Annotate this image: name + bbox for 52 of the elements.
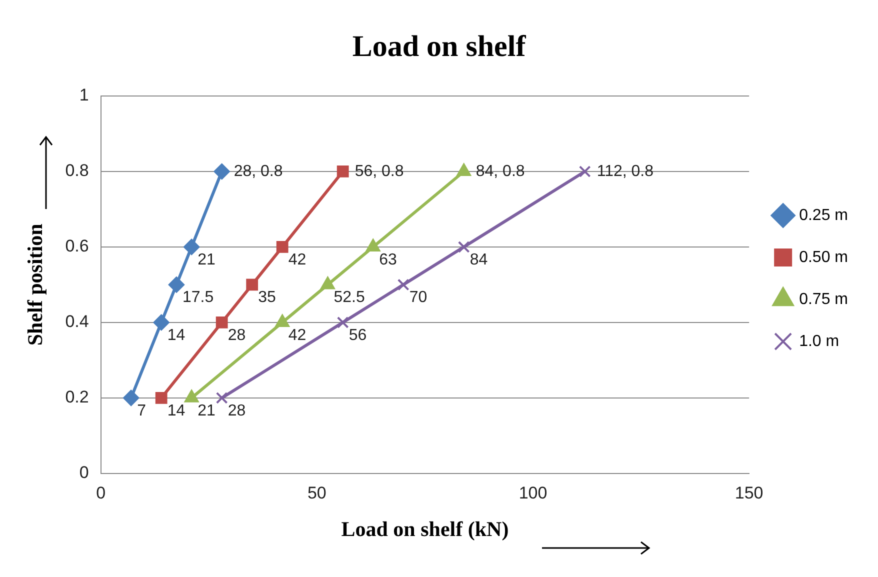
point [246,278,258,291]
annotation: 14 [167,326,186,344]
point [216,316,228,328]
y-tick-label: 1 [79,86,89,105]
chart-title: Load on shelf [352,30,527,63]
annotation: 21 [198,402,216,420]
point [216,392,228,404]
x-tick-label: 0 [96,483,106,502]
y-tick-label: 0.4 [65,312,89,332]
x-axis-title: Load on shelf (kN) [341,516,509,541]
y-axis-title: Shelf position [23,223,48,346]
annotation: 52.5 [334,289,365,306]
point [214,163,230,180]
annotation: 42 [288,251,306,268]
y-tick-label: 0.6 [65,236,89,256]
point [336,316,349,328]
annotation: 112, 0.8 [596,162,654,180]
annotation: 35 [258,289,276,306]
annotation: 17.5 [182,289,214,306]
point [276,241,288,253]
annotation: 84 [470,251,488,268]
annotation: 56 [348,326,367,344]
point [578,166,591,178]
point [397,278,410,291]
point [168,276,184,293]
legend-label: 0.25 m [799,206,848,224]
legend-label: 1.0 m [799,332,840,350]
annotation: 84, 0.8 [476,162,525,180]
annotation: 21 [198,251,216,268]
legend-label: 0.50 m [799,248,848,266]
y-tick-label: 0.2 [65,388,89,407]
x-tick-label: 100 [518,483,548,502]
point [123,390,140,406]
point [153,314,170,330]
annotation: 28, 0.8 [234,162,283,180]
annotation: 14 [167,402,186,420]
point [336,166,349,178]
annotation: 56, 0.8 [354,162,404,180]
annotation: 70 [409,289,428,306]
point [155,392,168,404]
annotation: 28 [228,326,246,344]
annotation: 63 [379,251,397,268]
x-tick-label: 150 [734,483,764,502]
legend-label: 0.75 m [799,290,848,308]
annotation: 7 [137,402,146,420]
y-tick-label: 0 [79,463,89,482]
point [458,241,470,253]
point [184,238,200,255]
x-tick-label: 50 [307,483,326,502]
y-tick-label: 0.8 [65,161,89,180]
annotation: 42 [288,326,306,344]
annotation: 28 [228,402,246,420]
